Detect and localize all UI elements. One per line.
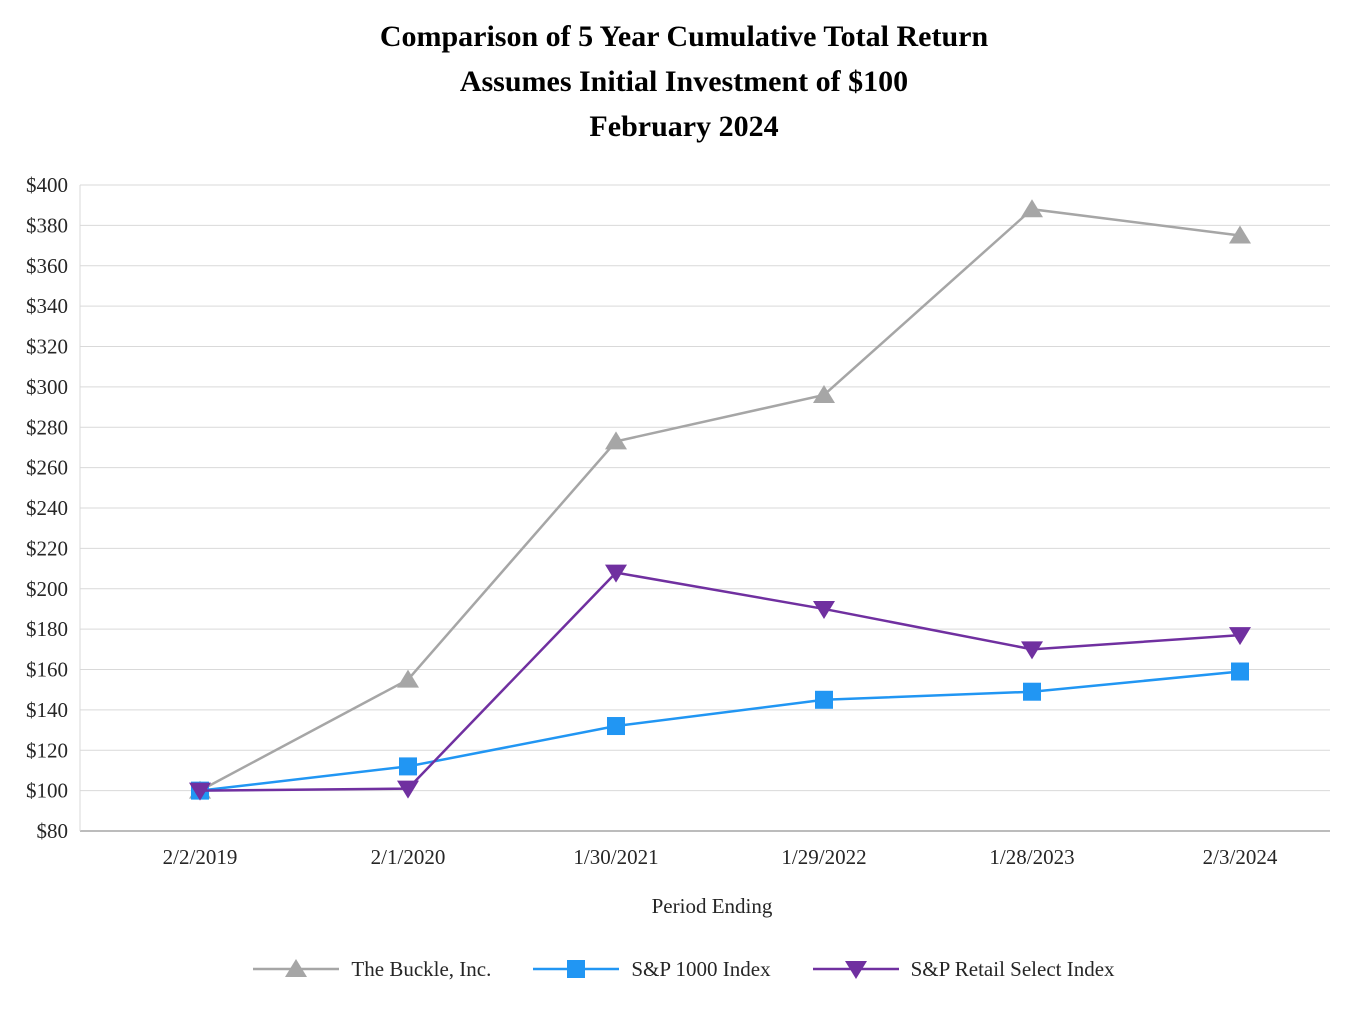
chart-title-line-3: February 2024 (589, 110, 779, 143)
legend-label: S&P Retail Select Index (910, 956, 1115, 981)
chart-legend: The Buckle, Inc. S&P 1000 Index S&P Retail… (0, 956, 1368, 982)
y-tick-label: $260 (26, 456, 68, 480)
legend-square-icon (533, 960, 620, 978)
chart-title-line-1: Comparison of 5 Year Cumulative Total Re… (379, 20, 989, 53)
series-0 (189, 199, 1251, 799)
x-axis-title: Period Ending (652, 894, 773, 918)
marker-square (607, 717, 625, 736)
x-axis-ticks: 2/2/2019 2/1/2020 1/30/2021 1/29/2022 1/28/2… (163, 845, 1278, 869)
marker-triangle-up (285, 959, 308, 977)
y-tick-label: $120 (26, 738, 68, 762)
x-tick-label: 2/2/2019 (163, 845, 238, 869)
x-tick-label: 2/3/2024 (1203, 845, 1278, 869)
y-axis-ticks: $80 $100 $120 $140 $160 $180 $200 $220 $240 $260 $… (26, 173, 68, 843)
series-1 (191, 662, 1249, 800)
y-tick-label: $220 (26, 536, 68, 560)
marker-triangle-down (1229, 627, 1251, 646)
y-tick-label: $80 (37, 819, 69, 843)
series-line (199, 207, 1241, 792)
legend-label: S&P 1000 Index (631, 956, 771, 981)
marker-triangle-down (397, 780, 419, 799)
y-tick-label: $240 (26, 496, 68, 520)
y-tick-label: $320 (26, 335, 68, 359)
y-tick-label: $360 (26, 254, 68, 278)
x-tick-label: 2/1/2020 (371, 845, 446, 869)
legend-item-2: S&P Retail Select Index (812, 956, 1115, 982)
y-tick-label: $180 (26, 617, 68, 641)
marker-square (399, 757, 417, 776)
series-line (199, 571, 1241, 792)
legend-item-0: The Buckle, Inc. (253, 956, 491, 982)
legend-item-1: S&P 1000 Index (533, 956, 771, 982)
y-tick-label: $160 (26, 658, 68, 682)
marker-square (815, 690, 833, 709)
marker-triangle-up (605, 431, 627, 450)
x-tick-label: 1/28/2023 (989, 845, 1074, 869)
marker-triangle-down (605, 564, 627, 583)
marker-triangle-up (397, 669, 419, 688)
marker-triangle-up (1229, 225, 1251, 244)
marker-square (567, 960, 586, 978)
marker-square (1023, 682, 1041, 701)
y-tick-label: $100 (26, 779, 68, 803)
y-tick-label: $340 (26, 294, 68, 318)
y-tick-label: $300 (26, 375, 68, 399)
chart-title-line-2: Assumes Initial Investment of $100 (459, 65, 909, 98)
marker-square (1231, 662, 1249, 681)
y-tick-label: $200 (26, 577, 68, 601)
y-tick-label: $140 (26, 698, 68, 722)
marker-triangle-up (813, 384, 835, 403)
marker-triangle-down (189, 782, 211, 801)
y-tick-label: $400 (26, 173, 68, 197)
legend-label: The Buckle, Inc. (351, 956, 492, 981)
x-tick-label: 1/29/2022 (781, 845, 866, 869)
x-tick-label: 1/30/2021 (573, 845, 658, 869)
legend-triangle-down-icon (812, 961, 899, 979)
y-tick-label: $280 (26, 415, 68, 439)
chart-title: Comparison of 5 Year Cumulative Total Re… (0, 14, 1368, 149)
gridlines (79, 184, 1330, 832)
legend-triangle-up-icon (253, 959, 340, 977)
marker-triangle-down (844, 961, 867, 979)
series-2 (189, 564, 1251, 801)
marker-triangle-up (1021, 199, 1043, 218)
marker-triangle-down (813, 600, 835, 619)
series-line (199, 670, 1241, 792)
marker-triangle-down (1021, 641, 1043, 660)
y-tick-label: $380 (26, 213, 68, 237)
